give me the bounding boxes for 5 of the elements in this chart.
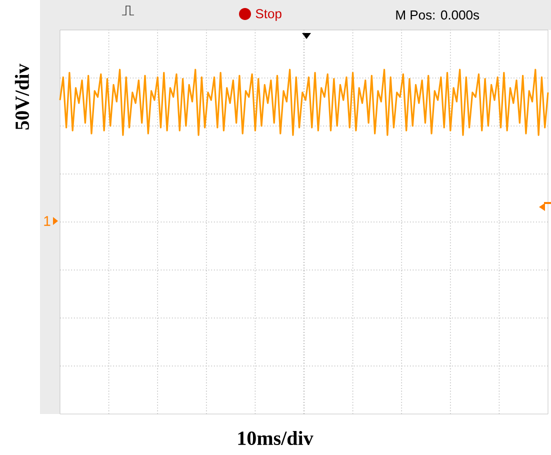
y-axis-title: 50V/div — [14, 64, 30, 130]
text: 10ms/div — [238, 430, 314, 446]
text: Stop — [256, 9, 282, 21]
text: 1 — [44, 216, 50, 226]
text: M Pos: 0.000s — [396, 10, 480, 20]
